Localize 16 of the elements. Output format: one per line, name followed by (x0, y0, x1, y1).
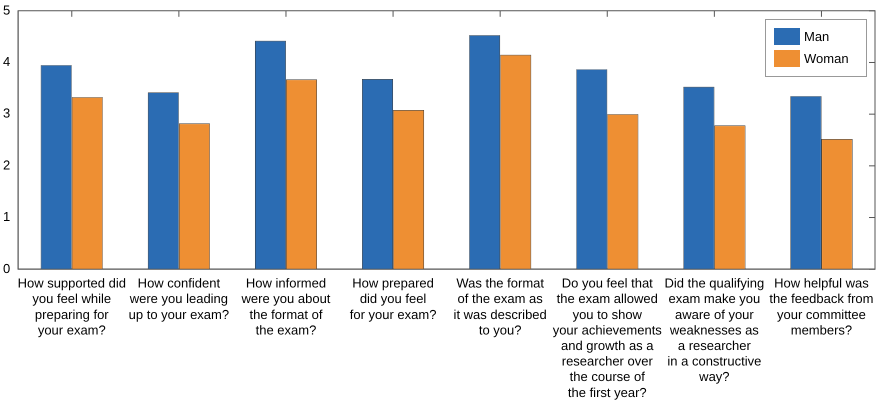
x-tick-label: How confident were you leading up to your exam? (128, 276, 230, 322)
x-tick-label: How helpful was the feedback from your committee members? (769, 276, 874, 338)
y-tick-label: 3 (2, 106, 10, 121)
x-tick-label: How supported did you feel while preparing for your exam? (18, 276, 126, 338)
x-tick-label: Do you feel that the exam allowed you to show your achievements and growth as a researcher over the course of the first year? (552, 276, 662, 400)
y-tick-label: 0 (2, 260, 10, 276)
x-tick-label: Was the format of the exam as it was described to you? (454, 276, 547, 338)
y-tick-label: 1 (2, 209, 10, 224)
x-tick-label: How prepared did you feel for your exam? (350, 276, 436, 322)
y-tick-label: 2 (2, 157, 10, 172)
x-tick-label: How informed were you about the format of the exam? (240, 276, 331, 338)
y-tick-label: 5 (2, 2, 10, 18)
legend-label: Woman (804, 51, 849, 66)
x-tick-label: Did the qualifying exam make you aware of your weaknesses as a researcher in a constructive way? (664, 276, 764, 384)
y-tick-label: 4 (2, 54, 10, 70)
legend-label: Man (804, 29, 830, 44)
